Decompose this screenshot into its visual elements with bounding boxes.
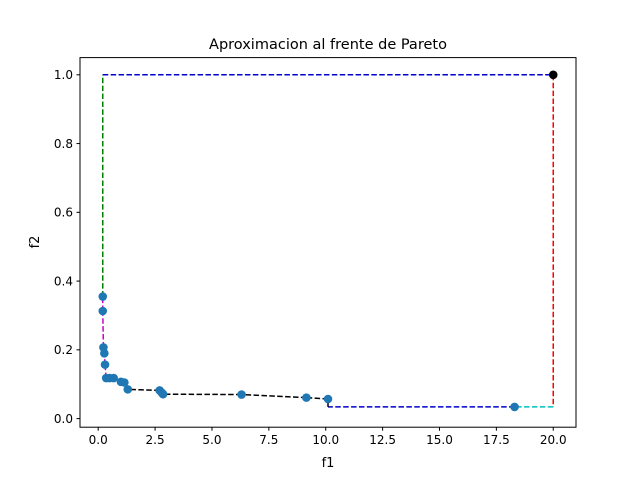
pareto-point-15 [302, 393, 311, 402]
pareto-point-10 [123, 385, 133, 394]
x-tick-label-8: 20.0 [540, 433, 567, 447]
dashed-segment-7 [241, 393, 307, 399]
pareto-point-9 [120, 378, 129, 387]
reference-point [548, 70, 558, 80]
x-tick-label-2: 5.0 [202, 433, 221, 447]
pareto-point-16 [323, 394, 333, 404]
y-tick-label-1: 0.2 [54, 343, 73, 357]
x-tick-label-5: 12.5 [369, 433, 396, 447]
pareto-point-13 [158, 389, 168, 399]
pareto-point-14 [237, 390, 246, 399]
pareto-points [98, 70, 558, 412]
x-tick-label-0: 0.0 [89, 433, 108, 447]
pareto-point-4 [100, 360, 110, 369]
x-axis: 0.0 2.5 5.0 7.5 10.0 12.5 15.0 17.5 20.0 [89, 427, 567, 447]
y-tick-label-0: 0.0 [54, 412, 73, 426]
y-tick-label-4: 0.8 [54, 137, 73, 151]
pareto-point-1 [98, 306, 108, 316]
y-axis-label: f2 [28, 236, 43, 249]
y-axis: 0.0 0.2 0.4 0.6 0.8 1.0 [54, 68, 80, 426]
x-tick-label-4: 10.0 [312, 433, 339, 447]
x-tick-label-1: 2.5 [146, 433, 165, 447]
dashed-segment-18 [102, 310, 105, 348]
pareto-point-3 [100, 348, 109, 358]
x-tick-label-6: 15.0 [426, 433, 453, 447]
y-tick-label-2: 0.4 [54, 274, 73, 288]
dashed-segment-10 [127, 388, 160, 392]
x-axis-label: f1 [322, 456, 335, 471]
plot-frame [79, 57, 577, 428]
pareto-point-17 [510, 402, 519, 412]
pareto-point-7 [109, 373, 118, 383]
chart-title: Aproximacion al frente de Pareto [209, 37, 447, 53]
x-tick-label-3: 7.5 [259, 433, 278, 447]
pareto-point-0 [98, 292, 108, 301]
y-tick-label-5: 1.0 [54, 68, 73, 82]
y-tick-label-3: 0.6 [54, 206, 73, 220]
x-tick-label-7: 17.5 [483, 433, 510, 447]
